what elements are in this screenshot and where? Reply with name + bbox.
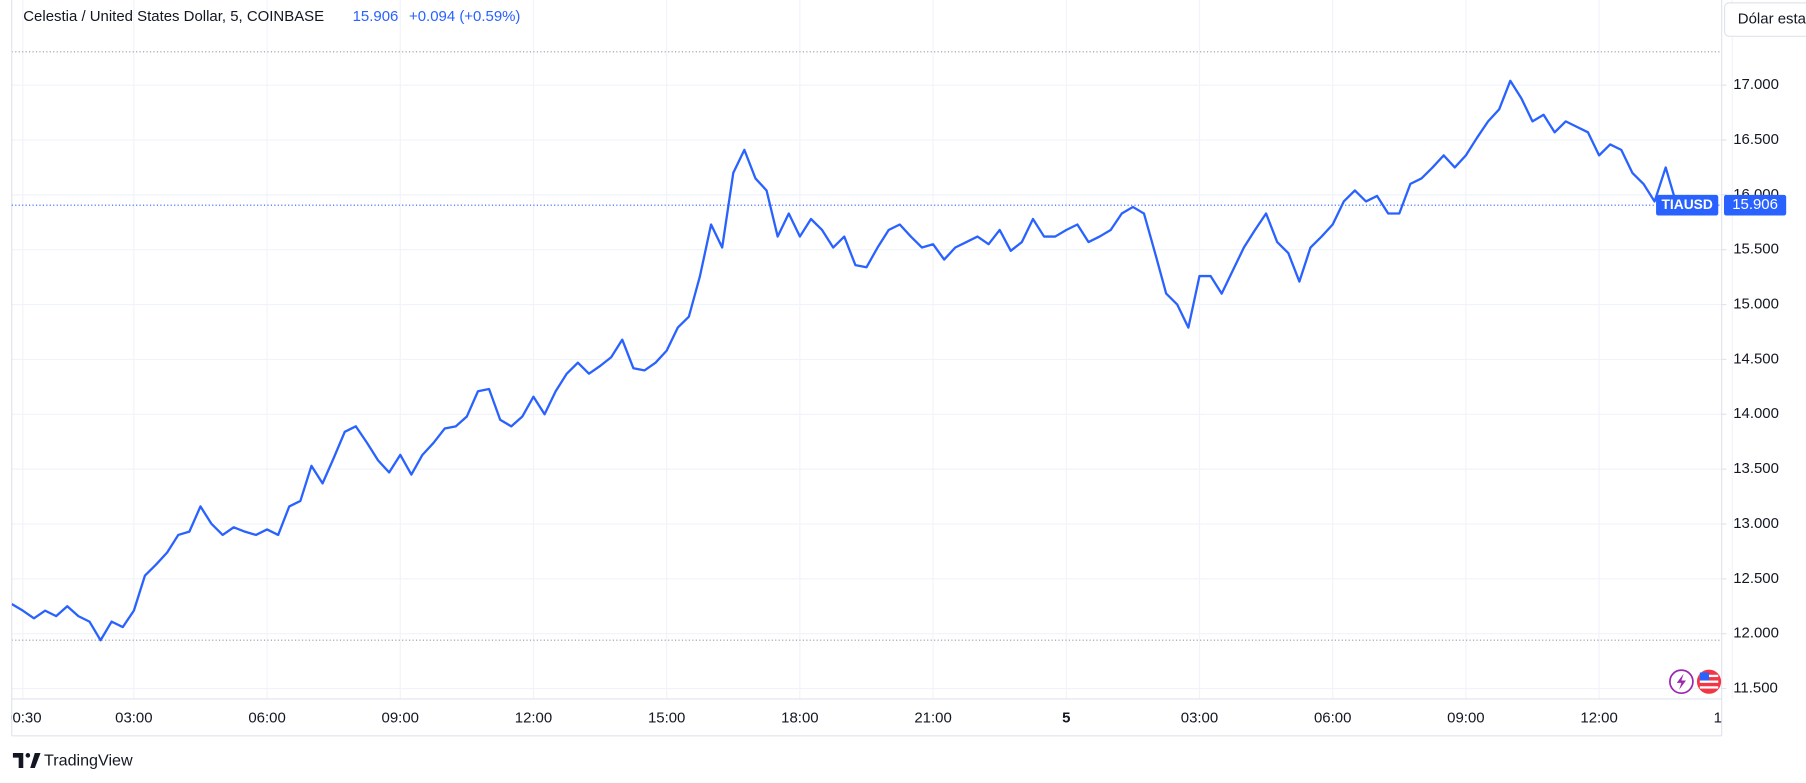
logo-mark [30, 753, 41, 769]
time-axis: 00:30 03:00 06:00 09:00 12:00 15:00 18:00 21:00… [4, 709, 1751, 726]
y-tick-label: 13.000 [1733, 515, 1779, 532]
brand-name: TradingView [44, 751, 133, 769]
currency-button[interactable] [1723, 2, 1806, 37]
y-tick-label: 11.500 [1733, 679, 1778, 696]
logo-mark [12, 753, 24, 769]
x-tick-label: 18:00 [781, 709, 818, 726]
status-icons [1669, 669, 1722, 695]
lightning-glyph [1676, 673, 1686, 690]
series-tag-label: TIAUSD [1661, 196, 1712, 212]
y-tick-label: 15.500 [1733, 241, 1779, 258]
header-change: +0.094 (+0.59%) [409, 8, 520, 25]
x-tick-label: 09:00 [382, 709, 419, 726]
x-tick-label: 21:00 [914, 709, 951, 726]
last-price-label: 15.906 [1732, 196, 1778, 213]
x-tick-label: 14:30 [1714, 709, 1751, 726]
y-tick-label: 14.000 [1733, 405, 1779, 422]
x-tick-label: 12:00 [1580, 709, 1617, 726]
last-price-tag [1723, 194, 1787, 216]
x-tick-label: 00:30 [4, 709, 41, 726]
flag-canton [1699, 672, 1710, 681]
brand-logo: TradingView [12, 751, 133, 769]
grid [11, 0, 1733, 699]
x-tick-label: 06:00 [248, 709, 285, 726]
y-tick-label: 14.500 [1733, 350, 1779, 367]
plot-area [11, 79, 1678, 642]
y-tick-label: 17.000 [1733, 76, 1779, 93]
y-tick-label: 12.000 [1733, 625, 1779, 642]
price-line [11, 79, 1678, 642]
symbol-title: Celestia / United States Dollar, 5, COIN… [23, 8, 324, 25]
x-tick-label: 03:00 [1181, 709, 1218, 726]
series-tag [1656, 194, 1719, 216]
header-last-price: 15.906 [353, 8, 399, 25]
flag-stripe [1699, 686, 1719, 689]
y-tick-label: 13.500 [1733, 460, 1779, 477]
y-tick-label: 12.500 [1733, 570, 1779, 587]
y-tick-label: 16.500 [1733, 131, 1779, 148]
currency-button-label[interactable]: Dólar estadounidense [1738, 11, 1806, 28]
price-axis: 11.500 12.000 12.500 13.000 13.500 14.000 14.5… [1721, 76, 1779, 696]
flag-stripe [1699, 680, 1719, 683]
logo-dot [25, 753, 31, 758]
x-tick-label: 5 [1062, 709, 1070, 726]
x-tick-label: 15:00 [648, 709, 685, 726]
x-tick-label: 12:00 [515, 709, 552, 726]
y-tick-label: 15.000 [1733, 296, 1779, 313]
x-tick-label: 06:00 [1314, 709, 1351, 726]
x-tick-label: 09:00 [1447, 709, 1484, 726]
x-tick-label: 03:00 [115, 709, 152, 726]
